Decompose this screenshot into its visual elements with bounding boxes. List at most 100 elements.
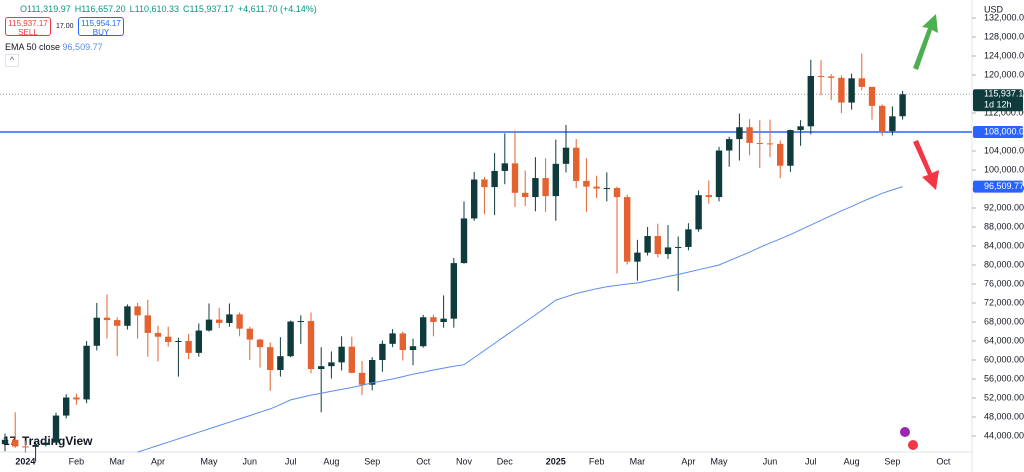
candle-body — [379, 343, 386, 360]
candle-body — [83, 345, 90, 400]
y-tick-label: 104,000.00 — [984, 145, 1024, 155]
candle-body — [287, 321, 294, 357]
sell-price: 115,937.17 — [8, 19, 48, 28]
spread: 17.00 — [56, 23, 74, 30]
candle-body — [399, 333, 406, 351]
candle-body — [32, 445, 39, 447]
candle-body — [726, 139, 733, 151]
candle-body — [858, 78, 865, 87]
y-tick-label: 64,000.00 — [984, 335, 1024, 345]
sell-button[interactable]: 115,937.17 SELL — [5, 17, 51, 37]
candle-body — [63, 397, 70, 416]
candle-body — [440, 318, 447, 322]
candle-body — [226, 314, 233, 323]
x-tick-label: May — [710, 456, 728, 466]
candle-body — [522, 192, 529, 198]
x-tick-label: Oct — [416, 456, 431, 466]
candle-body — [73, 397, 80, 400]
x-tick-label: Jun — [243, 456, 258, 466]
x-tick-label: Mar — [630, 456, 646, 466]
x-tick-label: 2024 — [15, 456, 35, 466]
candle-body — [256, 339, 264, 348]
y-tick-label: 76,000.00 — [984, 278, 1024, 288]
down-arrow — [913, 140, 939, 190]
candle-body — [746, 127, 753, 143]
ema-name: EMA 50 close — [5, 42, 61, 52]
candle-body — [246, 328, 253, 340]
candle-body — [624, 197, 631, 262]
change-value: +4,611.70 (+4.14%) — [237, 4, 317, 14]
x-tick-label: Jul — [285, 456, 297, 466]
candle-body — [797, 126, 804, 131]
candle-body — [736, 127, 743, 140]
candle-body — [777, 143, 784, 166]
x-tick-label: 2025 — [546, 456, 566, 466]
candle-body — [42, 442, 49, 446]
candle-body — [338, 346, 345, 363]
candle-body — [297, 321, 304, 323]
candle-body — [532, 178, 539, 198]
candle-body — [552, 163, 559, 197]
candle-body — [573, 147, 580, 181]
y-tick-label: 44,000.00 — [984, 430, 1024, 440]
hline-label: 108,000.00 — [984, 126, 1024, 136]
last-price-label: 115,937.17 — [984, 89, 1024, 99]
candle-body — [236, 314, 243, 329]
candle-body — [144, 315, 151, 333]
ema-value: 96,509.77 — [62, 42, 103, 52]
candle-body — [807, 75, 814, 127]
x-tick-label: Feb — [589, 456, 605, 466]
candle-body — [889, 116, 896, 132]
event-icon — [900, 427, 910, 437]
candle-body — [165, 336, 172, 342]
candle-body — [715, 150, 723, 198]
candle-body — [481, 179, 488, 188]
candle-body — [603, 188, 610, 190]
ema-legend: EMA 50 close 96,509.77 — [5, 42, 103, 52]
candle-body — [318, 366, 325, 370]
candle-body — [562, 147, 570, 164]
candle-body — [593, 186, 600, 189]
collapse-button[interactable]: ^ — [5, 54, 19, 67]
candle-body — [634, 252, 641, 262]
y-tick-label: 52,000.00 — [984, 392, 1024, 402]
y-tick-label: 112,000.00 — [984, 107, 1024, 117]
x-tick-label: Oct — [936, 456, 951, 466]
candle-body — [277, 356, 284, 370]
candle-body — [460, 218, 468, 264]
y-tick-label: 80,000.00 — [984, 259, 1024, 269]
y-tick-label: 60,000.00 — [984, 354, 1024, 364]
y-tick-label: 132,000.00 — [984, 12, 1024, 22]
high-value: H116,657.20 — [74, 4, 126, 14]
candle-body — [154, 332, 162, 337]
candle-body — [766, 143, 774, 145]
candle-body — [756, 142, 763, 144]
candle-body — [358, 372, 366, 385]
candle-body — [348, 346, 355, 373]
x-tick-label: Feb — [69, 456, 85, 466]
candle-body — [899, 94, 906, 117]
candle-body — [420, 317, 427, 347]
y-tick-label: 128,000.00 — [984, 31, 1024, 41]
y-tick-label: 56,000.00 — [984, 373, 1024, 383]
candle-body — [389, 333, 396, 344]
open-value: O111,319.97 — [20, 4, 71, 14]
y-tick-label: 124,000.00 — [984, 50, 1024, 60]
buy-button[interactable]: 115,954.17 BUY — [78, 17, 124, 37]
candle-body — [471, 179, 478, 219]
candle-body — [52, 415, 60, 443]
candle-body — [695, 195, 702, 230]
x-tick-label: Aug — [844, 456, 860, 466]
candle-body — [1, 439, 9, 445]
event-icon — [908, 440, 918, 450]
candle-body — [879, 105, 886, 132]
currency: USD — [984, 4, 1004, 14]
candle-body — [307, 321, 315, 370]
candle-body — [450, 263, 457, 319]
x-tick-label: Sep — [884, 456, 900, 466]
candle-body — [216, 319, 223, 323]
ema-tag-label: 96,509.77 — [984, 181, 1024, 191]
candle-body — [491, 170, 498, 188]
